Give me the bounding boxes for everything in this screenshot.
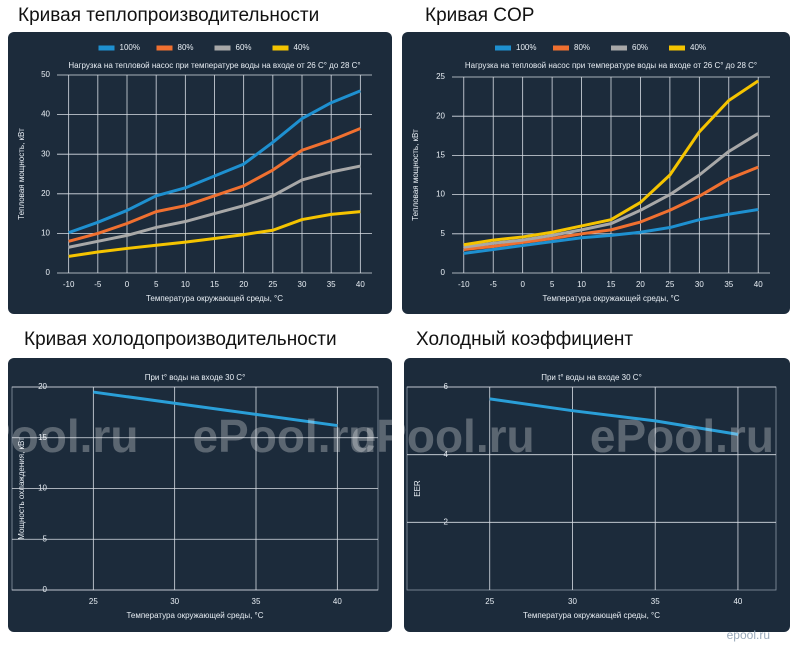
x-tick-label: 40 [733,597,742,606]
watermark: ePool.ru [351,410,535,462]
x-tick-label: 5 [550,280,555,289]
y-tick-label: 30 [41,149,50,158]
x-tick-label: 25 [89,597,98,606]
panel [8,358,392,632]
x-tick-label: 15 [210,280,219,289]
x-tick-label: 10 [577,280,586,289]
data-line [68,127,361,243]
x-tick-label: 30 [695,280,704,289]
y-tick-label: 0 [441,268,446,277]
x-axis-label: Температура окружающей среды, °C [146,294,283,303]
legend-label: 100% [120,43,140,52]
watermark: ePool.ru [0,410,138,462]
y-tick-label: 15 [436,151,445,160]
subtitle: Нагрузка на тепловой насос при температу… [68,61,360,70]
data-line [93,390,338,428]
x-tick-label: 20 [636,280,645,289]
y-tick-label: 40 [41,110,50,119]
x-tick-label: 25 [268,280,277,289]
x-tick-label: 0 [520,280,525,289]
x-tick-label: 15 [607,280,616,289]
chart-title: Кривая COP [425,5,534,26]
y-tick-label: 20 [41,189,50,198]
y-axis-label: EER [413,480,422,497]
x-tick-label: 25 [485,597,494,606]
x-tick-label: 35 [252,597,261,606]
y-tick-label: 10 [436,190,445,199]
x-tick-label: 35 [724,280,733,289]
x-tick-label: -10 [63,280,75,289]
corner-mark: epool.ru [727,628,770,642]
legend-label: 60% [632,43,648,52]
x-axis-label: Температура окружающей среды, °C [126,611,263,620]
legend-label: 100% [516,43,536,52]
chart: Кривая холодопроизводительности При t° во… [0,329,392,632]
x-tick-label: -10 [458,280,470,289]
data-line [489,397,739,436]
x-tick-label: -5 [490,280,498,289]
data-line [68,164,361,249]
y-tick-label: 25 [436,72,445,81]
legend-swatch [272,45,289,51]
panel [404,358,790,632]
legend-swatch [156,45,173,51]
x-tick-label: -5 [94,280,102,289]
legend-swatch [669,45,685,51]
data-line [463,132,760,249]
legend-label: 60% [236,43,252,52]
legend-swatch [553,45,569,51]
x-tick-label: 30 [170,597,179,606]
subtitle: При t° воды на входе 30 C° [145,373,246,382]
x-tick-label: 30 [568,597,577,606]
y-axis-label: Мощность охлаждения, кВт [17,437,26,540]
data-line [463,208,759,255]
y-tick-label: 50 [41,70,50,79]
x-tick-label: 20 [239,280,248,289]
legend-label: 80% [178,43,194,52]
chart-title: Кривая холодопроизводительности [24,329,337,350]
panel [8,32,392,314]
legend-swatch [98,45,115,51]
data-line [463,79,760,247]
panel [402,32,790,314]
legend-swatch [214,45,231,51]
x-tick-label: 10 [181,280,190,289]
x-tick-label: 35 [327,280,336,289]
subtitle: Нагрузка на тепловой насос при температу… [465,61,757,70]
legend-swatch [495,45,511,51]
x-tick-label: 35 [651,597,660,606]
y-tick-label: 5 [441,229,446,238]
watermark: ePool.ru [192,410,376,462]
x-axis-label: Температура окружающей среды, °C [542,294,679,303]
x-tick-label: 40 [333,597,342,606]
x-tick-label: 25 [665,280,674,289]
chart-title: Кривая теплопроизводительности [18,5,319,26]
y-tick-label: 20 [436,111,445,120]
y-tick-label: 0 [46,268,51,277]
x-tick-label: 30 [298,280,307,289]
y-axis-label: Тепловая мощность, кВт [17,128,26,220]
chart-title: Холодный коэффициент [416,329,633,350]
x-tick-label: 0 [125,280,130,289]
y-tick-label: 10 [41,229,50,238]
legend-swatch [611,45,627,51]
chart: Холодный коэффициент При t° воды на входе… [351,329,790,632]
subtitle: При t° воды на входе 30 C° [541,373,642,382]
data-line [463,165,759,251]
legend-label: 40% [294,43,310,52]
legend-label: 80% [574,43,590,52]
x-axis-label: Температура окружающей среды, °C [523,611,660,620]
watermark: ePool.ru [590,410,774,462]
data-line [68,210,361,258]
y-axis-label: Тепловая мощность, кВт [411,129,420,221]
data-line [68,89,361,235]
x-tick-label: 40 [754,280,763,289]
legend-label: 40% [690,43,706,52]
x-tick-label: 40 [356,280,365,289]
x-tick-label: 5 [154,280,159,289]
